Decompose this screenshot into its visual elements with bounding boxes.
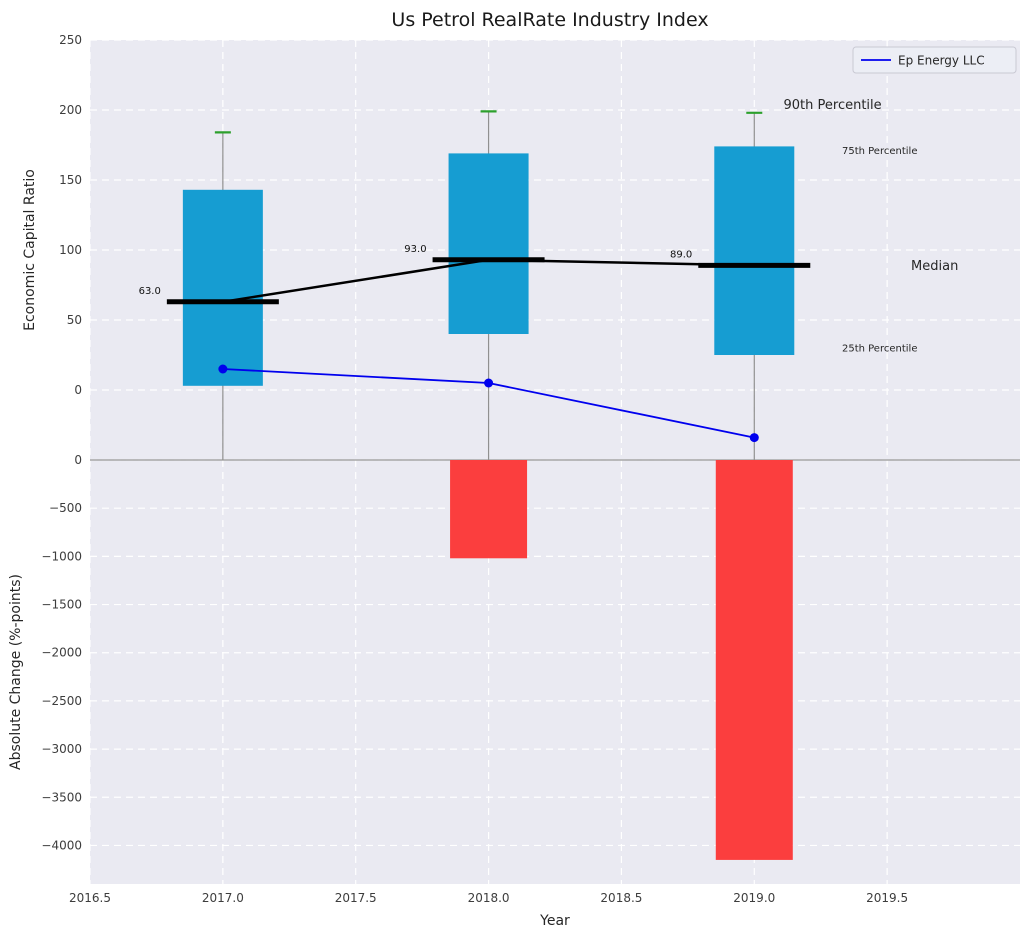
ytick-label-bottom: 0 <box>74 453 82 467</box>
percentile-box <box>714 146 795 355</box>
xtick-label: 2019.0 <box>733 891 775 905</box>
plot-background <box>90 40 1020 884</box>
ytick-label-top: 150 <box>59 173 82 187</box>
median-value-label: 93.0 <box>404 244 426 255</box>
ytick-label-bottom: −1000 <box>41 549 82 563</box>
company-marker <box>749 433 759 443</box>
ytick-label-top: 0 <box>74 383 82 397</box>
chart-title: Us Petrol RealRate Industry Index <box>391 9 708 31</box>
y-axis-label-bottom: Absolute Change (%-points) <box>8 574 24 770</box>
ytick-label-top: 50 <box>67 313 82 327</box>
x-axis-label: Year <box>539 913 570 929</box>
xtick-label: 2016.5 <box>69 891 111 905</box>
ytick-label-bottom: −3500 <box>41 790 82 804</box>
company-marker <box>484 378 494 388</box>
ytick-label-top: 200 <box>59 103 82 117</box>
change-bar <box>450 460 528 559</box>
xtick-label: 2018.0 <box>468 891 510 905</box>
change-bar <box>715 460 793 860</box>
ytick-label-bottom: −2500 <box>41 694 82 708</box>
ytick-label-bottom: −1500 <box>41 598 82 612</box>
annotation-median: Median <box>911 259 958 274</box>
xtick-label: 2017.0 <box>202 891 244 905</box>
median-value-label: 63.0 <box>139 286 161 297</box>
legend: Ep Energy LLC <box>852 46 1017 74</box>
annotation-90th-percentile: 90th Percentile <box>784 98 882 113</box>
xtick-label: 2017.5 <box>335 891 377 905</box>
legend-label: Ep Energy LLC <box>898 54 985 68</box>
xtick-label: 2018.5 <box>600 891 642 905</box>
ytick-label-bottom: −500 <box>49 501 82 515</box>
plot-layer: 63.0 93.0 89.0 250 200 150 100 50 0 0 −500 −1000 −15… <box>41 33 1020 905</box>
percentile-box <box>448 153 529 334</box>
median-value-label: 89.0 <box>670 249 692 260</box>
annotation-25th-percentile: 25th Percentile <box>842 344 918 355</box>
percentile-box <box>182 189 263 386</box>
ytick-label-bottom: −2000 <box>41 646 82 660</box>
y-axis-label-top: Economic Capital Ratio <box>22 169 38 331</box>
ytick-label-bottom: −3000 <box>41 742 82 756</box>
annotation-75th-percentile: 75th Percentile <box>842 146 918 157</box>
ytick-label-top: 250 <box>59 33 82 47</box>
xtick-label: 2019.5 <box>866 891 908 905</box>
ytick-label-bottom: −4000 <box>41 838 82 852</box>
ytick-label-top: 100 <box>59 243 82 257</box>
company-marker <box>218 364 228 374</box>
legend-box <box>852 46 1017 74</box>
